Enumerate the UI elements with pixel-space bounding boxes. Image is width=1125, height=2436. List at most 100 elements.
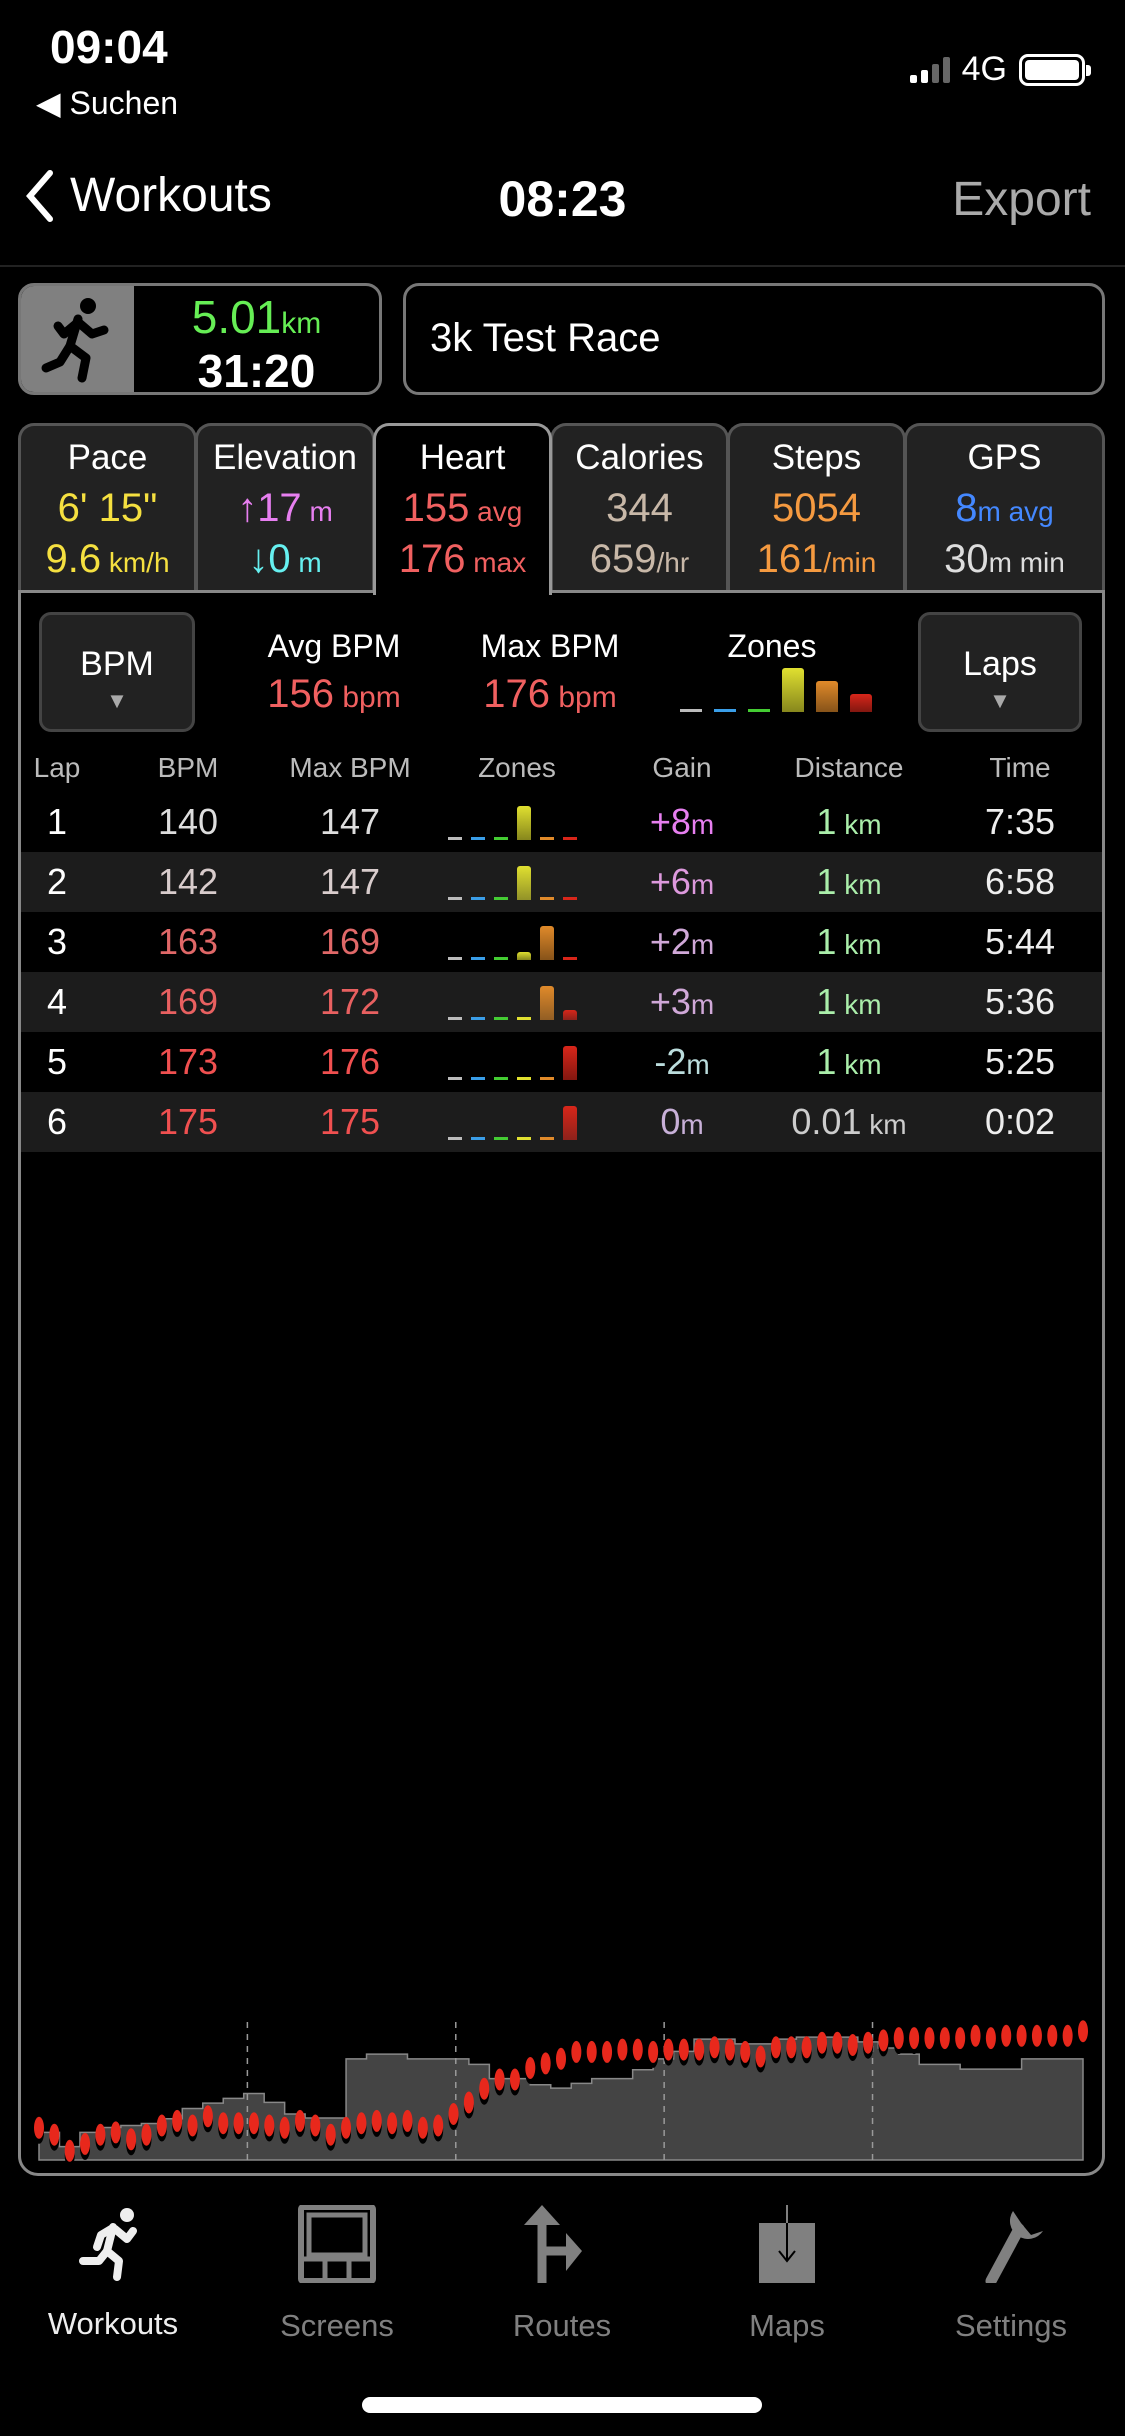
hr-point: [740, 2040, 751, 2063]
lap-bpm: 142: [157, 861, 219, 902]
export-button[interactable]: Export: [952, 173, 1091, 226]
lap-time: 5:25: [984, 1041, 1056, 1082]
back-button[interactable]: Workouts: [24, 168, 272, 223]
lap-time: 5:44: [984, 921, 1056, 962]
metric-dropdown[interactable]: BPM ▼: [39, 612, 195, 732]
tabbar-maps[interactable]: Maps: [687, 2205, 887, 2344]
tab-label: Elevation: [213, 438, 357, 477]
zones-summary-chart: [680, 668, 872, 712]
zone-bar: [540, 926, 554, 960]
wrench-icon: [911, 2205, 1111, 2288]
lap-zones: [448, 866, 577, 900]
lap-row[interactable]: 5 173 176 -2m 1 km 5:25: [21, 1032, 1102, 1092]
hr-point: [801, 2036, 812, 2059]
max-bpm-value: 176 bpm: [483, 672, 617, 716]
lap-number: 2: [46, 861, 68, 902]
column-header-bpm: BPM: [157, 752, 219, 783]
zone-bar: [540, 897, 554, 900]
hr-point: [755, 2045, 766, 2068]
lap-gain: +2m: [649, 921, 715, 962]
lap-row[interactable]: 3 163 169 +2m 1 km 5:44: [21, 912, 1102, 972]
hr-point: [786, 2036, 797, 2059]
hr-point: [602, 2040, 613, 2063]
lap-gain: +6m: [649, 861, 715, 902]
workout-summary[interactable]: 5.01km 31:20: [18, 283, 382, 395]
hr-point: [878, 2029, 889, 2052]
back-to-app[interactable]: ◀ Suchen: [36, 85, 179, 121]
tabbar-workouts[interactable]: Workouts: [13, 2205, 213, 2342]
column-header-distance: Distance: [794, 752, 904, 783]
hr-point: [678, 2038, 689, 2061]
tab-value-primary: 155 avg: [402, 486, 523, 530]
zone-bar: [471, 897, 485, 900]
lap-zones: [448, 926, 577, 960]
map-download-icon: [687, 2205, 887, 2288]
zone-bar: [714, 709, 736, 712]
workout-title[interactable]: 3k Test Race: [403, 283, 1105, 395]
zone-bar: [563, 837, 577, 840]
tab-value-primary: ↑17 m: [237, 486, 333, 530]
zone-bar: [517, 1077, 531, 1080]
lap-row[interactable]: 6 175 175 0m 0.01 km 0:02: [21, 1092, 1102, 1152]
tab-label: GPS: [967, 438, 1042, 477]
chevron-left-icon: [26, 169, 53, 222]
hr-point: [709, 2036, 720, 2059]
tab-elevation[interactable]: Elevation ↑17 m ↓0 m: [195, 423, 375, 593]
hr-point: [770, 2036, 781, 2059]
zone-bar: [494, 836, 508, 840]
avg-bpm-label: Avg BPM: [267, 628, 401, 664]
hr-point: [187, 2114, 198, 2137]
lap-bpm: 169: [157, 981, 219, 1022]
tab-label: Heart: [419, 438, 506, 477]
laps-dropdown[interactable]: Laps ▼: [918, 612, 1082, 732]
laps-dropdown-label: Laps: [963, 645, 1037, 683]
tabbar-settings[interactable]: Settings: [911, 2205, 1111, 2344]
tab-calories[interactable]: Calories 344 659/hr: [550, 423, 729, 593]
hr-point: [448, 2103, 459, 2125]
heart-rate-chart: [34, 2020, 1088, 2167]
hr-point: [49, 2123, 60, 2146]
lap-max-bpm: 172: [319, 981, 381, 1022]
zone-bar: [563, 1046, 577, 1080]
lap-time: 5:36: [984, 981, 1056, 1022]
signal-icon: [909, 56, 950, 83]
tabbar-label: Screens: [280, 2308, 394, 2343]
zone-bar: [448, 1077, 462, 1080]
zone-bar: [471, 1077, 485, 1080]
tab-value-primary: 5054: [772, 486, 861, 530]
zones-label: Zones: [727, 628, 817, 664]
tab-value-secondary: 161/min: [756, 537, 877, 581]
hr-point: [694, 2038, 705, 2061]
hr-point: [356, 2112, 367, 2135]
lap-row[interactable]: 4 169 172 +3m 1 km 5:36: [21, 972, 1102, 1032]
tab-pace[interactable]: Pace 6' 15" 9.6 km/h: [18, 423, 197, 593]
zone-bar: [540, 837, 554, 840]
tab-value-secondary: 9.6 km/h: [45, 537, 170, 581]
lap-row[interactable]: 1 140 147 +8m 1 km 7:35: [21, 792, 1102, 852]
zone-bar: [517, 866, 531, 900]
zone-bar: [494, 1017, 508, 1020]
tab-gps[interactable]: GPS 8m avg 30m min: [904, 423, 1105, 593]
zone-bar: [563, 1010, 577, 1020]
zone-bar: [448, 837, 462, 840]
hr-point: [847, 2034, 858, 2056]
tabbar-label: Settings: [954, 2308, 1067, 2343]
hr-point: [279, 2116, 290, 2139]
max-bpm-label: Max BPM: [480, 628, 620, 664]
lap-max-bpm: 175: [319, 1101, 381, 1142]
tab-heart[interactable]: Heart 155 avg 176 max: [373, 423, 552, 595]
tabbar-routes[interactable]: Routes: [462, 2205, 662, 2344]
lap-row[interactable]: 2 142 147 +6m 1 km 6:58: [21, 852, 1102, 912]
hr-point: [310, 2114, 321, 2137]
lap-bpm: 140: [157, 801, 219, 842]
tabbar-screens[interactable]: Screens: [237, 2204, 437, 2344]
hr-point: [248, 2112, 259, 2135]
hr-point: [110, 2121, 121, 2144]
hr-point: [141, 2123, 152, 2146]
zone-bar: [540, 1137, 554, 1140]
tab-steps[interactable]: Steps 5054 161/min: [727, 423, 906, 593]
hr-point: [341, 2116, 352, 2139]
hr-point: [724, 2038, 735, 2061]
hr-point: [233, 2112, 244, 2135]
column-header-max-bpm: Max BPM: [289, 752, 411, 783]
